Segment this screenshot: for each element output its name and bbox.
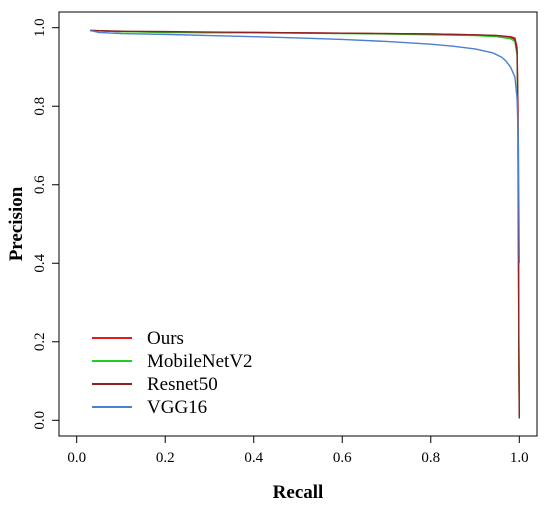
legend-label: Ours bbox=[147, 328, 184, 349]
axes: 0.0 0.2 0.4 0.6 0.8 1.0 0.0 0.2 0.4 0.6 0.8 1.0 bbox=[32, 18, 529, 466]
legend-label: VGG16 bbox=[147, 397, 207, 418]
x-tick-label: 0.0 bbox=[67, 450, 86, 466]
legend-label: Resnet50 bbox=[147, 374, 218, 395]
y-tick-label: 1.0 bbox=[32, 18, 48, 37]
series-line-vgg16 bbox=[89, 29, 520, 264]
y-tick-label: 0.4 bbox=[32, 253, 48, 272]
y-tick-label: 0.6 bbox=[32, 175, 48, 194]
x-tick-label: 0.8 bbox=[421, 450, 440, 466]
series-lines bbox=[89, 29, 520, 419]
x-tick-label: 1.0 bbox=[510, 450, 529, 466]
x-tick-label: 0.2 bbox=[156, 450, 175, 466]
plot-area-frame bbox=[58, 11, 538, 437]
legend-label: MobileNetV2 bbox=[147, 351, 253, 372]
y-tick-label: 0.0 bbox=[32, 411, 48, 430]
y-tick-label: 0.8 bbox=[32, 97, 48, 116]
y-tick-label: 0.2 bbox=[32, 332, 48, 351]
y-axis-title: Precision bbox=[6, 186, 27, 261]
x-axis-title: Recall bbox=[273, 482, 324, 503]
x-tick-label: 0.4 bbox=[244, 450, 263, 466]
x-tick-label: 0.6 bbox=[333, 450, 352, 466]
